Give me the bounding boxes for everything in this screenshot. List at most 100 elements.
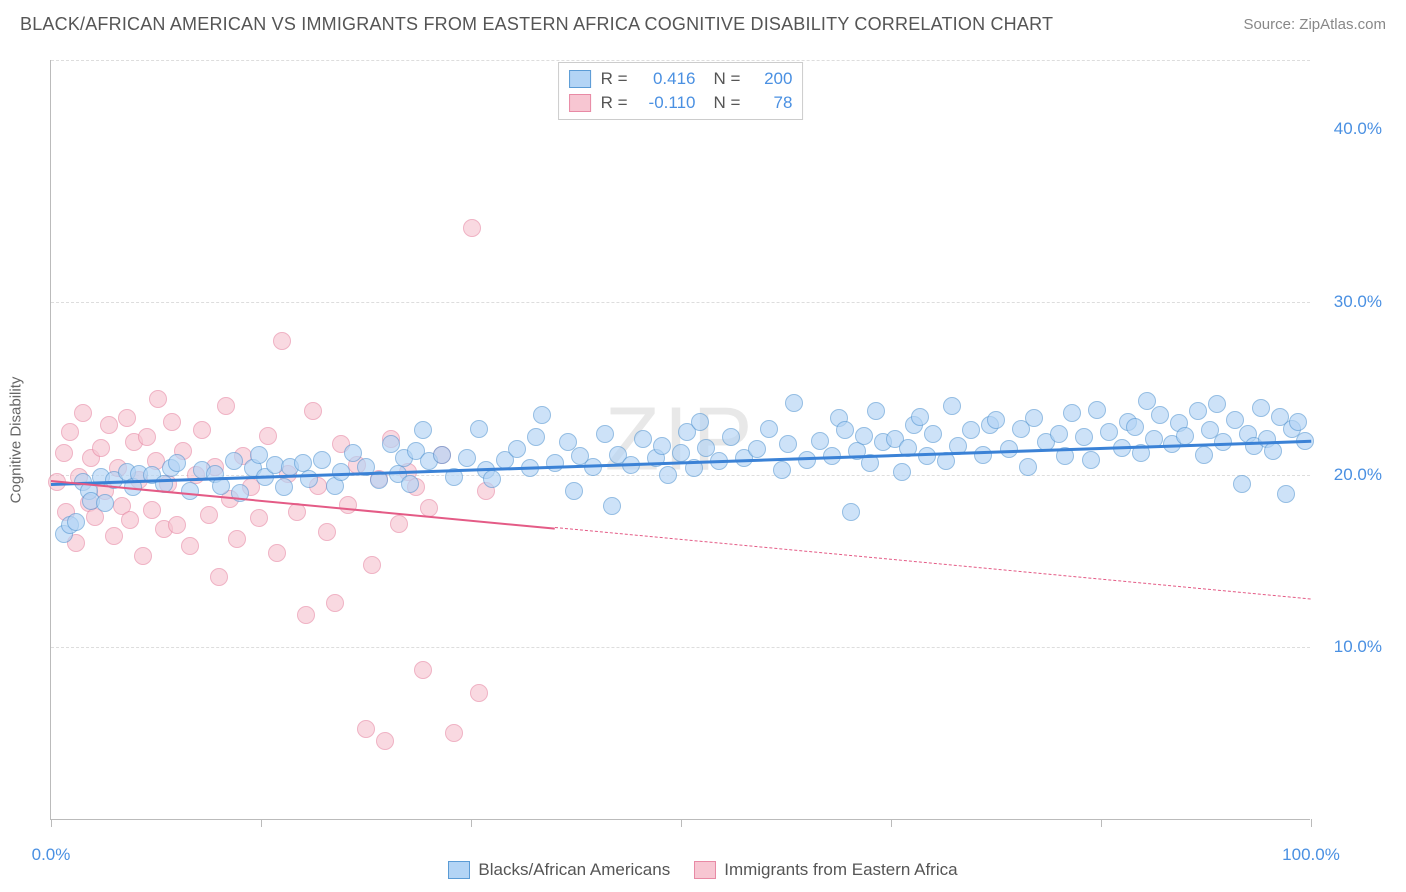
scatter-point: [1088, 401, 1106, 419]
scatter-point: [1019, 458, 1037, 476]
scatter-point: [326, 594, 344, 612]
scatter-point: [300, 470, 318, 488]
scatter-point: [228, 530, 246, 548]
scatter-point: [100, 416, 118, 434]
scatter-point: [653, 437, 671, 455]
legend-series-label: Immigrants from Eastern Africa: [724, 860, 957, 880]
scatter-point: [250, 509, 268, 527]
scatter-point: [297, 606, 315, 624]
scatter-point: [138, 428, 156, 446]
legend-n-value: 200: [750, 69, 792, 89]
scatter-point: [92, 439, 110, 457]
scatter-point: [1233, 475, 1251, 493]
scatter-point: [470, 420, 488, 438]
gridline: [51, 475, 1310, 476]
legend-series-item: Immigrants from Eastern Africa: [694, 860, 957, 880]
scatter-point: [779, 435, 797, 453]
scatter-point: [470, 684, 488, 702]
scatter-point: [546, 454, 564, 472]
scatter-point: [357, 720, 375, 738]
scatter-point: [508, 440, 526, 458]
legend-n-value: 78: [750, 93, 792, 113]
legend-r-value: 0.416: [638, 69, 696, 89]
scatter-point: [74, 404, 92, 422]
x-tick: [261, 819, 262, 827]
scatter-point: [67, 513, 85, 531]
legend-n-label: N =: [714, 69, 741, 89]
legend-swatch: [569, 70, 591, 88]
y-tick-label: 20.0%: [1334, 465, 1382, 485]
scatter-point: [96, 494, 114, 512]
scatter-point: [273, 332, 291, 350]
scatter-point: [339, 496, 357, 514]
scatter-point: [1063, 404, 1081, 422]
legend-r-value: -0.110: [638, 93, 696, 113]
scatter-point: [318, 523, 336, 541]
scatter-point: [659, 466, 677, 484]
scatter-point: [533, 406, 551, 424]
scatter-point: [149, 390, 167, 408]
chart-title: BLACK/AFRICAN AMERICAN VS IMMIGRANTS FRO…: [20, 14, 1053, 35]
legend-bottom: Blacks/African Americans Immigrants from …: [0, 860, 1406, 884]
x-tick: [471, 819, 472, 827]
y-tick-label: 30.0%: [1334, 292, 1382, 312]
legend-stats-row: R = -0.110 N = 78: [569, 91, 793, 115]
legend-swatch: [694, 861, 716, 879]
legend-n-label: N =: [714, 93, 741, 113]
legend-r-label: R =: [601, 93, 628, 113]
y-tick-label: 40.0%: [1334, 119, 1382, 139]
scatter-point: [987, 411, 1005, 429]
scatter-point: [225, 452, 243, 470]
scatter-point: [634, 430, 652, 448]
legend-swatch: [569, 94, 591, 112]
scatter-point: [1151, 406, 1169, 424]
scatter-point: [433, 446, 451, 464]
scatter-point: [596, 425, 614, 443]
scatter-point: [1277, 485, 1295, 503]
gridline: [51, 60, 1310, 61]
scatter-point: [836, 421, 854, 439]
scatter-point: [773, 461, 791, 479]
x-tick: [891, 819, 892, 827]
trend-line: [555, 527, 1311, 600]
scatter-point: [55, 444, 73, 462]
scatter-point: [527, 428, 545, 446]
scatter-point: [867, 402, 885, 420]
scatter-point: [1252, 399, 1270, 417]
scatter-point: [168, 454, 186, 472]
scatter-point: [918, 447, 936, 465]
scatter-point: [217, 397, 235, 415]
scatter-point: [603, 497, 621, 515]
legend-series-item: Blacks/African Americans: [448, 860, 670, 880]
scatter-point: [974, 446, 992, 464]
scatter-point: [250, 446, 268, 464]
scatter-point: [61, 423, 79, 441]
x-tick: [1101, 819, 1102, 827]
scatter-point: [1100, 423, 1118, 441]
scatter-point: [672, 444, 690, 462]
source-label: Source: ZipAtlas.com: [1243, 16, 1386, 33]
scatter-point: [304, 402, 322, 420]
scatter-point: [105, 527, 123, 545]
scatter-point: [168, 516, 186, 534]
scatter-point: [943, 397, 961, 415]
legend-stats-row: R =0.416N =200: [569, 67, 793, 91]
scatter-point: [855, 427, 873, 445]
scatter-point: [1025, 409, 1043, 427]
scatter-point: [1264, 442, 1282, 460]
y-axis-label: Cognitive Disability: [8, 377, 25, 504]
scatter-point: [748, 440, 766, 458]
scatter-point: [722, 428, 740, 446]
scatter-point: [181, 482, 199, 500]
scatter-point: [445, 724, 463, 742]
scatter-point: [785, 394, 803, 412]
scatter-point: [893, 463, 911, 481]
scatter-point: [565, 482, 583, 500]
scatter-point: [483, 470, 501, 488]
scatter-point: [118, 409, 136, 427]
scatter-point: [924, 425, 942, 443]
scatter-point: [458, 449, 476, 467]
scatter-point: [1208, 395, 1226, 413]
scatter-point: [134, 547, 152, 565]
scatter-point: [376, 732, 394, 750]
